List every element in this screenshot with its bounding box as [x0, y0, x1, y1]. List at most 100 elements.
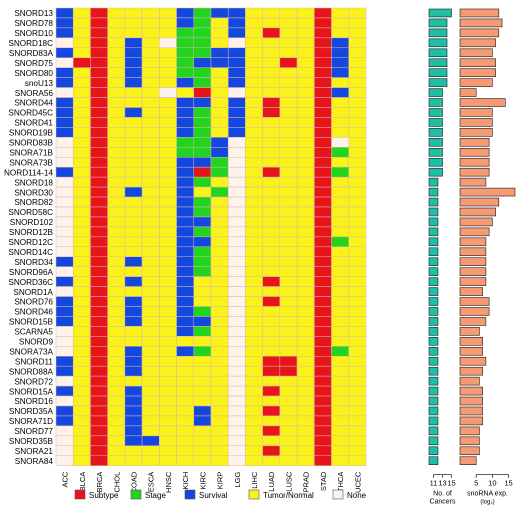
cancer-count-bar	[428, 376, 439, 386]
heatmap-cell	[55, 435, 74, 447]
heatmap-cell	[348, 395, 367, 407]
heatmap-cell	[90, 256, 108, 267]
heatmap-cell	[55, 375, 74, 387]
heatmap-cell	[124, 47, 143, 58]
heatmap-cell	[296, 176, 315, 188]
heatmap-cell	[227, 356, 246, 367]
heatmap-cell	[348, 27, 367, 39]
heatmap-cell	[72, 37, 91, 49]
heatmap-cell	[193, 365, 212, 377]
heatmap-cell	[348, 326, 367, 337]
expression-bar	[459, 167, 490, 177]
heatmap-cell	[55, 77, 74, 88]
heatmap-cell	[245, 385, 263, 397]
heatmap-cell	[279, 97, 298, 108]
heatmap-cell	[262, 47, 281, 58]
heatmap-cell	[90, 326, 108, 337]
heatmap-cell	[245, 246, 263, 258]
expression-bar	[459, 217, 493, 227]
heatmap-cell	[55, 365, 74, 377]
heatmap-cell	[279, 157, 298, 168]
heatmap-cell	[107, 27, 126, 39]
heatmap-cell	[90, 346, 108, 357]
heatmap-cell	[210, 206, 229, 218]
heatmap-cell	[279, 286, 298, 297]
heatmap-cell	[348, 176, 367, 188]
heatmap-cell	[193, 286, 212, 297]
heatmap-cell	[262, 57, 281, 68]
heatmap-cell	[193, 236, 212, 248]
heatmap-cell	[227, 256, 246, 267]
row-label: SNORD16	[14, 397, 53, 406]
heatmap-cell	[296, 87, 315, 98]
heatmap-cell	[176, 97, 195, 108]
heatmap-cell	[72, 196, 91, 208]
heatmap-cell	[314, 97, 332, 108]
column-label: CHOL	[112, 472, 121, 493]
heatmap-cell	[124, 276, 143, 287]
heatmap-cell	[245, 206, 263, 218]
heatmap-cell	[210, 246, 229, 258]
heatmap-cell	[159, 375, 177, 387]
heatmap-cell	[262, 127, 281, 138]
heatmap-cell	[245, 276, 263, 287]
heatmap-cell	[124, 286, 143, 297]
heatmap-cell	[227, 385, 246, 397]
heatmap-cell	[314, 77, 332, 88]
heatmap-cell	[141, 17, 160, 29]
heatmap-cell	[227, 127, 246, 138]
heatmap-cell	[348, 137, 367, 148]
heatmap-cell	[245, 127, 263, 138]
heatmap-cell	[227, 117, 246, 128]
expression-bar	[459, 396, 483, 406]
heatmap-cell	[348, 365, 367, 377]
heatmap-cell	[176, 67, 195, 78]
expression-bar	[459, 157, 490, 167]
cancer-count-bar	[428, 157, 443, 167]
heatmap-cell	[176, 216, 195, 228]
cancer-count-bar	[428, 98, 443, 107]
heatmap	[55, 7, 367, 466]
heatmap-cell	[193, 385, 212, 397]
expression-bar	[459, 237, 487, 247]
heatmap-cell	[296, 246, 315, 258]
heatmap-cell	[141, 37, 160, 49]
heatmap-cell	[245, 356, 263, 367]
heatmap-cell	[55, 415, 74, 427]
heatmap-cell	[176, 296, 195, 307]
heatmap-cell	[348, 435, 367, 447]
heatmap-cell	[72, 405, 91, 417]
heatmap-cell	[176, 107, 195, 118]
heatmap-cell	[331, 186, 349, 198]
heatmap-cell	[279, 296, 298, 307]
expression-bar	[459, 197, 500, 207]
heatmap-cell	[227, 236, 246, 248]
heatmap-cell	[159, 157, 177, 168]
row-label: SNORD35B	[9, 437, 54, 446]
heatmap-cell	[124, 87, 143, 98]
heatmap-cell	[159, 435, 177, 447]
heatmap-cell	[279, 365, 298, 377]
heatmap-cell	[331, 117, 349, 128]
heatmap-cell	[176, 226, 195, 238]
heatmap-cell	[107, 346, 126, 357]
heatmap-cell	[279, 67, 298, 78]
heatmap-cell	[210, 346, 229, 357]
heatmap-cell	[245, 186, 263, 198]
heatmap-cell	[90, 425, 108, 437]
heatmap-cell	[159, 107, 177, 118]
row-label: SNORD83A	[9, 49, 54, 58]
heatmap-cell	[107, 107, 126, 118]
heatmap-cell	[124, 385, 143, 397]
heatmap-cell	[210, 137, 229, 148]
heatmap-cell	[72, 147, 91, 158]
heatmap-cell	[124, 316, 143, 327]
heatmap-cell	[55, 226, 74, 238]
heatmap-cell	[210, 266, 229, 277]
heatmap-cell	[55, 7, 74, 19]
legend-label: Tumor/Normal	[263, 491, 314, 500]
expression-bar	[459, 8, 500, 18]
heatmap-cell	[210, 57, 229, 68]
heatmap-cell	[55, 286, 74, 297]
heatmap-cell	[141, 435, 160, 447]
